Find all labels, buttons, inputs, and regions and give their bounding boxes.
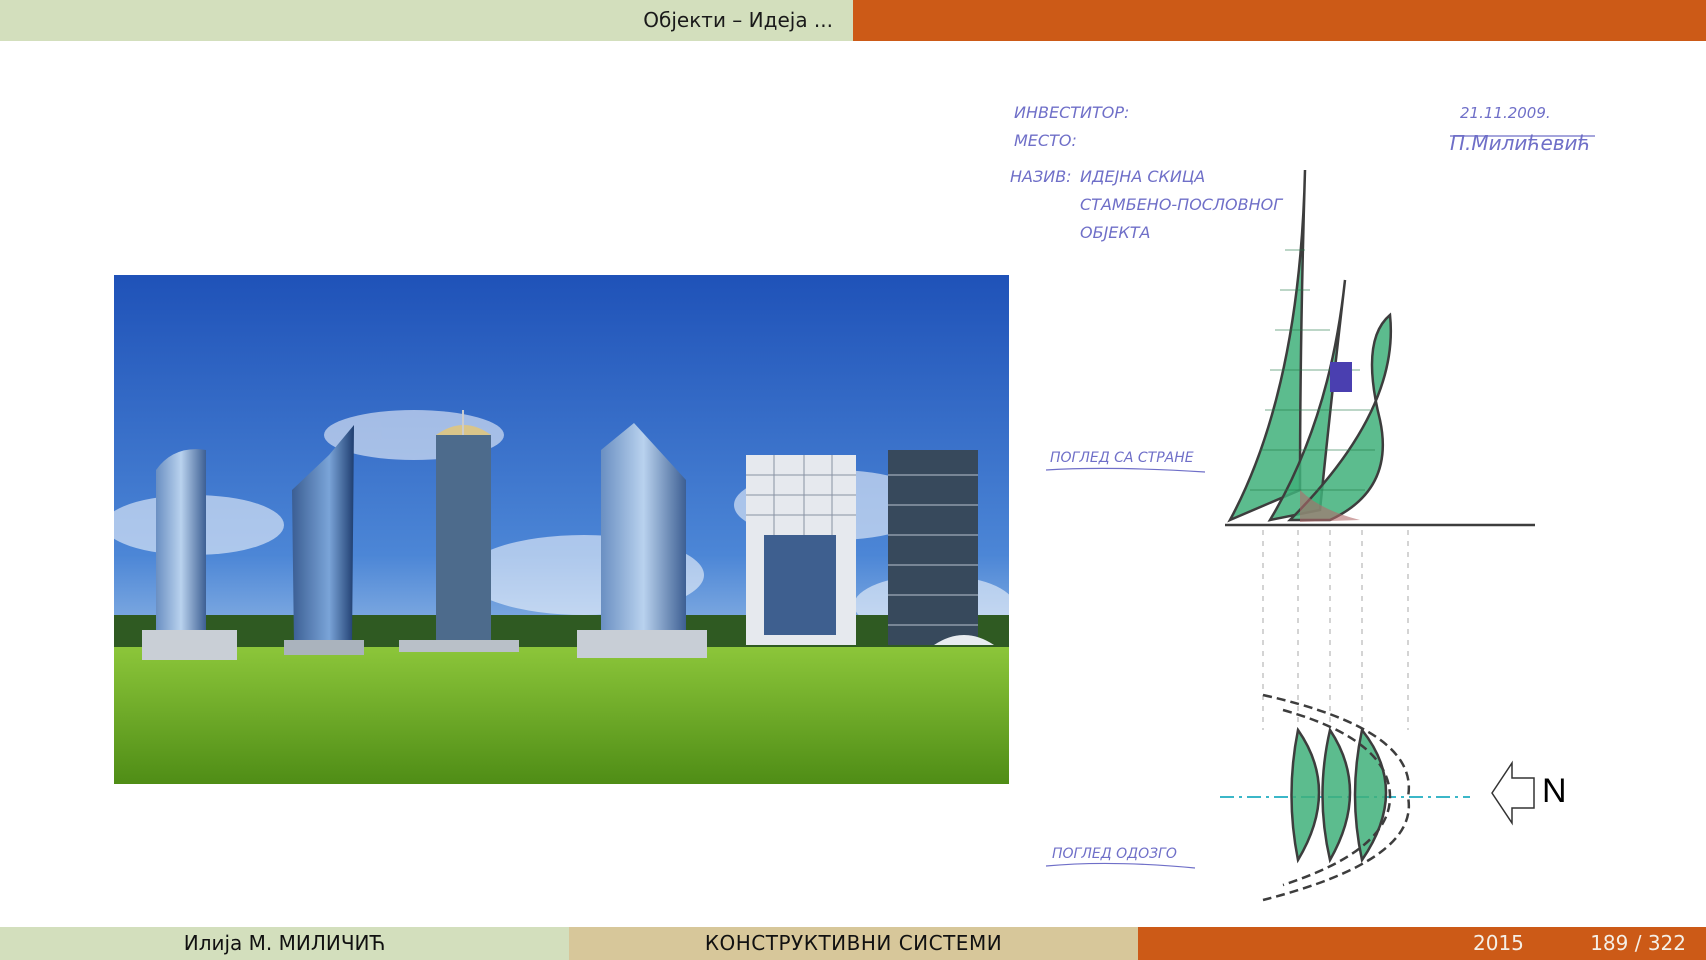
- sketch-date: 21.11.2009.: [1460, 104, 1551, 122]
- footer-year: 2015: [1473, 931, 1524, 955]
- architectural-sketch: ИНВЕСТИТОР: МЕСТО: НАЗИВ: ИДЕЈНА СКИЦА С…: [1010, 103, 1595, 902]
- header-accent: [853, 0, 1706, 41]
- place-label: МЕСТО:: [1014, 131, 1077, 150]
- north-arrow-icon: [1491, 760, 1535, 826]
- side-view-label: ПОГЛЕД СА СТРАНЕ: [1050, 450, 1194, 466]
- section-title: Објекти – Идеја ...: [0, 0, 853, 41]
- footer-bar: Илија М. МИЛИЧИЋ КОНСТРУКТИВНИ СИСТЕМИ 2…: [0, 927, 1706, 960]
- investor-label: ИНВЕСТИТОР:: [1014, 103, 1129, 122]
- title-line-3: ОБЈЕКТА: [1080, 223, 1150, 242]
- header-bar: Објекти – Идеја ...: [0, 0, 1706, 41]
- top-view-label: ПОГЛЕД ОДОЗГО: [1052, 846, 1177, 862]
- footer-page-number: 189 / 322: [1590, 931, 1686, 955]
- title-label: НАЗИВ:: [1010, 167, 1072, 186]
- signature: П.Милићевић: [1450, 131, 1591, 155]
- towers-photo: [114, 275, 1009, 784]
- title-line-1: ИДЕЈНА СКИЦА: [1080, 167, 1205, 186]
- footer-author: Илија М. МИЛИЧИЋ: [0, 927, 569, 960]
- title-line-2: СТАМБЕНО-ПОСЛОВНОГ: [1080, 195, 1283, 214]
- footer-course: КОНСТРУКТИВНИ СИСТЕМИ: [569, 927, 1138, 960]
- footer-pageinfo: 2015 189 / 322: [1138, 927, 1706, 960]
- north-label: N: [1542, 772, 1567, 810]
